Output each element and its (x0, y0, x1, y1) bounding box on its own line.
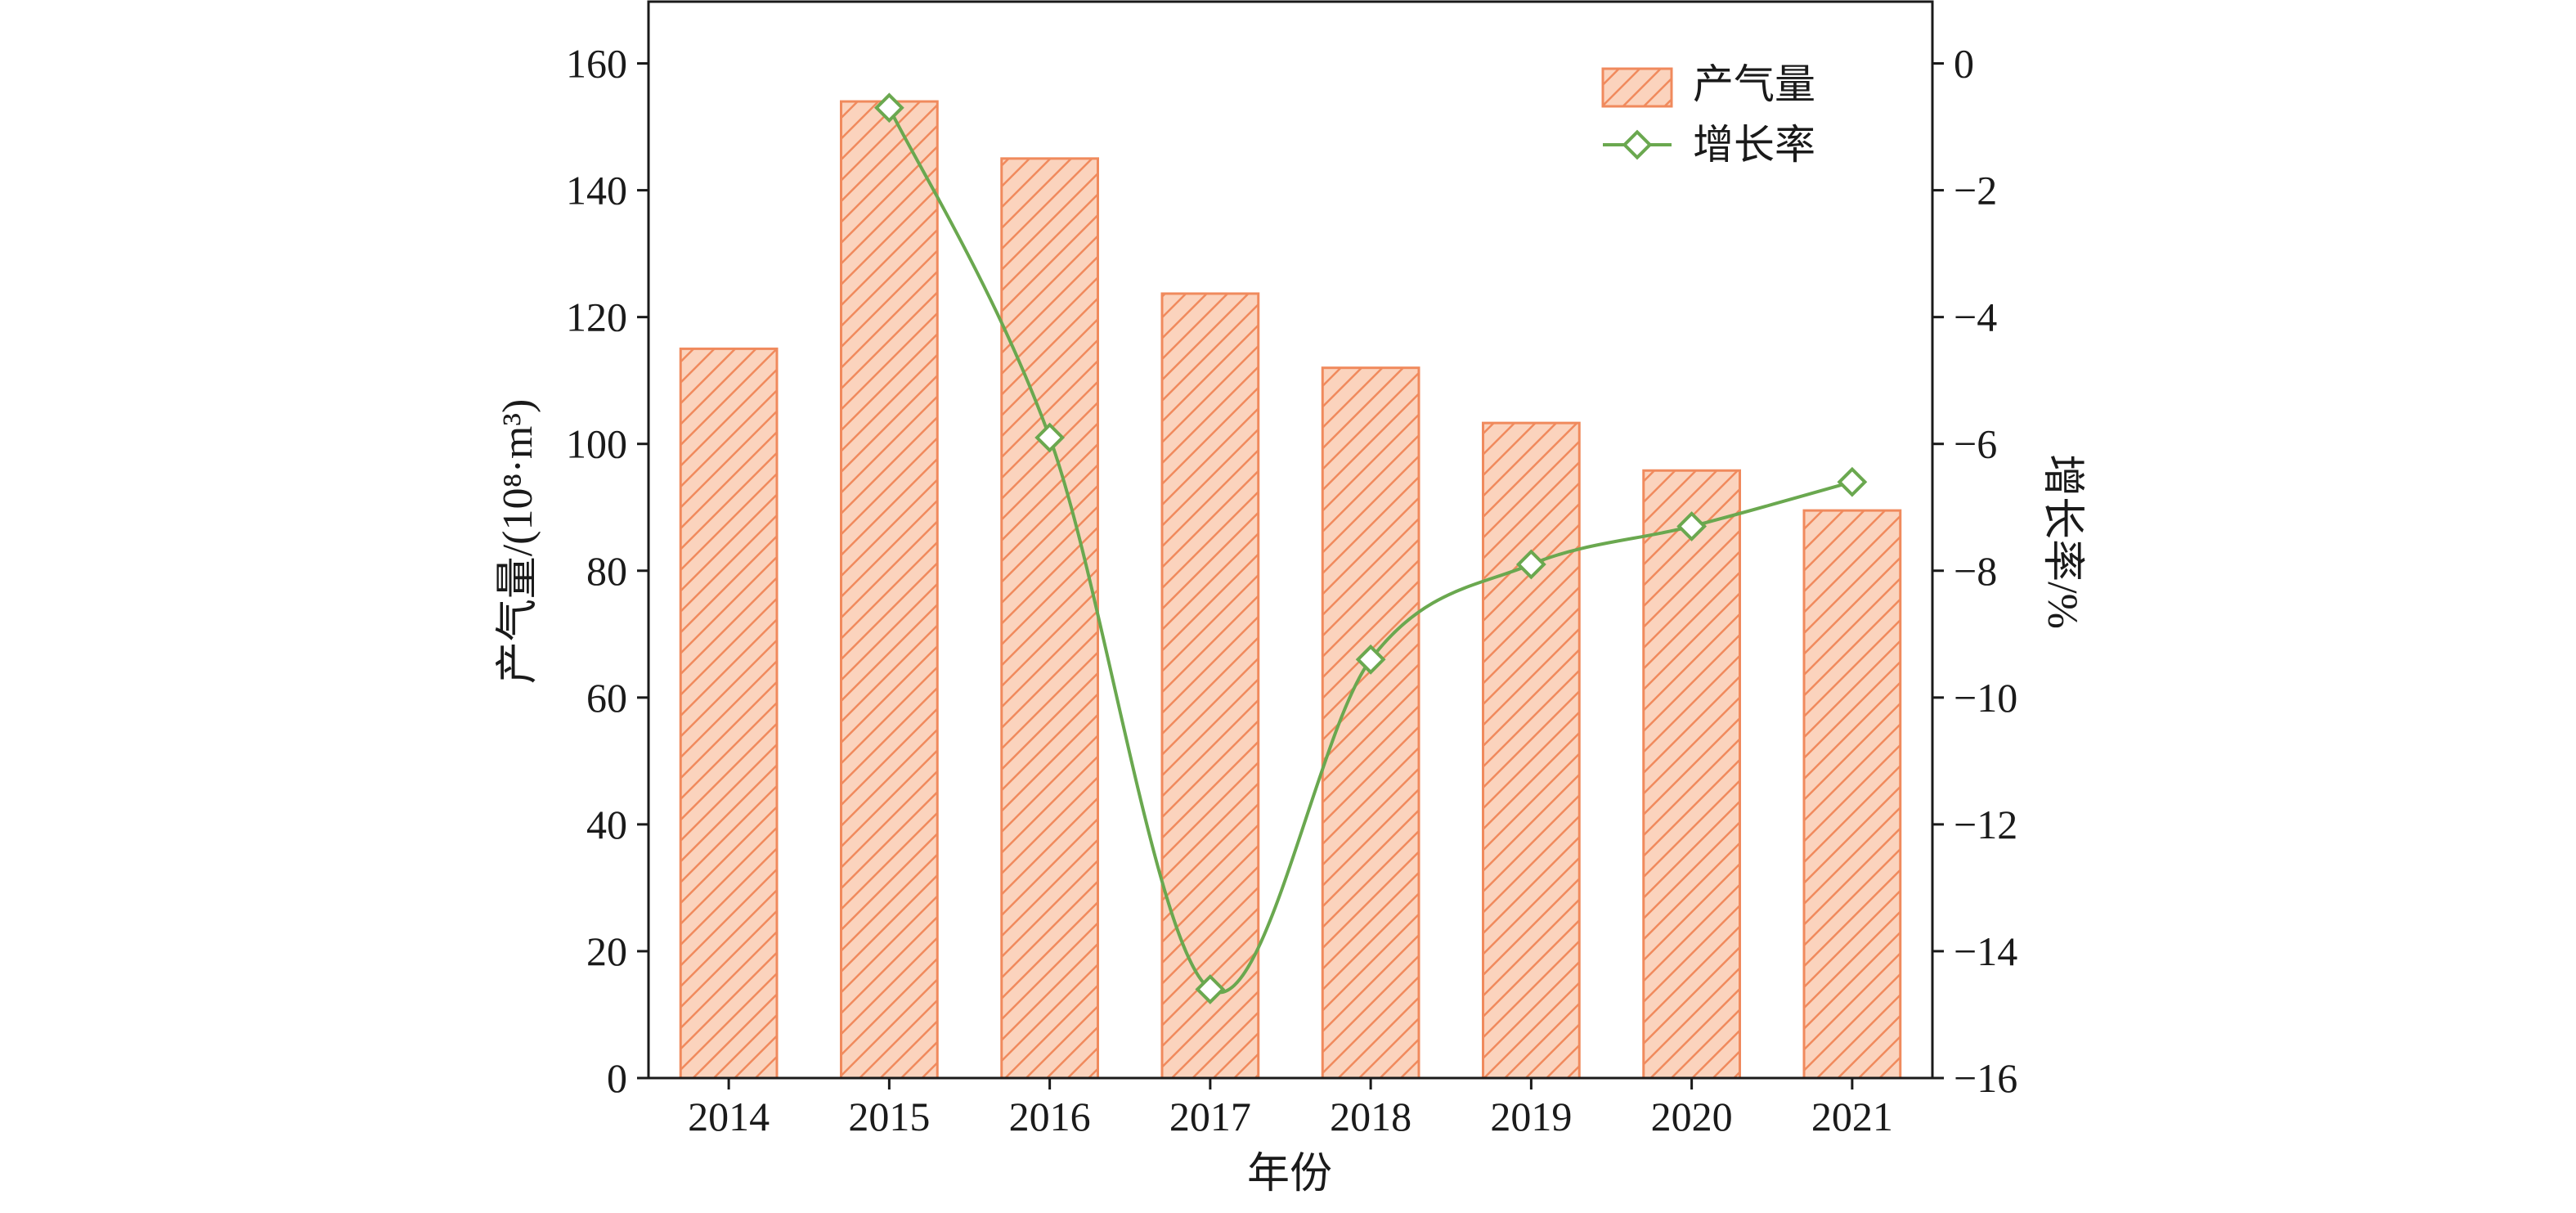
growth-point-2017 (1195, 974, 1226, 1004)
bars-layer (679, 100, 1902, 1080)
bar-2014 (679, 347, 779, 1080)
legend-bar-label: 产气量 (1693, 61, 1815, 107)
axes-layer: 0 20 40 60 80 100 120 140 160 0 −2 −4 −6 −8 −10 −12 −14 −… (566, 0, 2017, 1139)
x-axis-label: 年份 (1247, 1151, 1332, 1197)
y-right-tick-label: −16 (1954, 1055, 2017, 1101)
growth-point-2021 (1837, 466, 1868, 497)
y-left-tick-label: 80 (586, 548, 627, 594)
y-right-tick-label: −6 (1954, 421, 1997, 467)
bar-2021 (1802, 509, 1902, 1080)
bar-2016 (1000, 157, 1099, 1080)
bar-2015 (840, 100, 939, 1080)
x-tick-label: 2020 (1651, 1094, 1733, 1139)
growth-point-2016 (1034, 422, 1066, 453)
x-tick-label: 2021 (1811, 1094, 1893, 1139)
x-tick-label: 2015 (848, 1094, 930, 1139)
y-left-tick-label: 0 (607, 1055, 627, 1101)
bar-2020 (1642, 469, 1741, 1080)
legend: 产气量 增长率 (1601, 61, 1815, 168)
y-right-tick-label: −12 (1954, 802, 2017, 847)
y-left-tick-label: 140 (566, 168, 627, 213)
x-tick-label: 2014 (688, 1094, 770, 1139)
legend-line-marker (1622, 129, 1653, 160)
x-tick-label: 2018 (1330, 1094, 1411, 1139)
y-left-tick-label: 160 (566, 41, 627, 87)
y-left-tick-label: 40 (586, 802, 627, 847)
growth-point-2019 (1515, 549, 1546, 580)
growth-rate-line (887, 106, 1853, 995)
y-left-tick-label: 20 (586, 928, 627, 974)
x-tick-label: 2019 (1490, 1094, 1572, 1139)
growth-point-2018 (1355, 644, 1386, 675)
bar-2017 (1160, 292, 1260, 1080)
y-right-tick-label: −4 (1954, 294, 1997, 340)
bar-2019 (1482, 421, 1581, 1080)
y-right-tick-label: −10 (1954, 675, 2017, 721)
growth-point-2020 (1676, 511, 1708, 541)
plot-frame (647, 0, 1934, 1080)
x-tick-label: 2017 (1169, 1094, 1251, 1139)
y-axis-right-label: 增长率/% (2039, 454, 2085, 629)
x-tick-label: 2016 (1009, 1094, 1091, 1139)
y-axis-left-label: 产气量/(10⁸·m³) (495, 399, 541, 685)
line-layer (873, 92, 1868, 1004)
y-left-tick-label: 120 (566, 294, 627, 340)
y-right-tick-label: 0 (1954, 41, 1974, 87)
bar-2018 (1321, 366, 1420, 1080)
growth-point-2015 (873, 92, 904, 124)
y-right-tick-label: −14 (1954, 928, 2017, 974)
legend-bar-swatch (1601, 67, 1673, 108)
y-right-tick-label: −8 (1954, 548, 1997, 594)
y-left-tick-label: 60 (586, 675, 627, 721)
y-left-tick-label: 100 (566, 421, 627, 467)
y-right-tick-label: −2 (1954, 168, 1997, 213)
legend-line-label: 增长率 (1693, 122, 1815, 168)
